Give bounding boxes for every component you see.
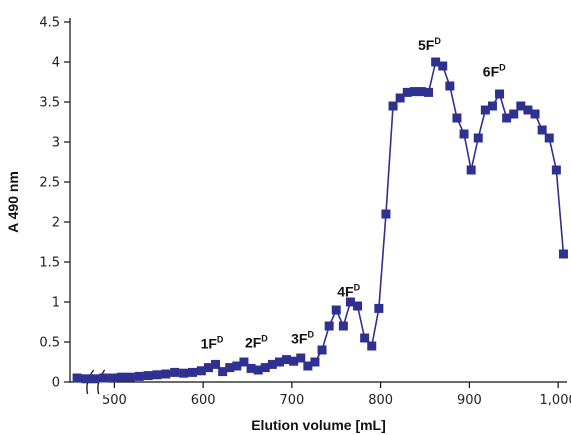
data-point: [81, 374, 90, 383]
y-axis: 0 0.5 1 1.5 2 2.5 3 3.5 4 4.5: [39, 16, 70, 391]
data-point: [117, 373, 126, 382]
data-point: [509, 110, 518, 119]
x-tick-label: 500: [102, 393, 127, 408]
data-point: [445, 82, 454, 91]
data-point: [495, 90, 504, 99]
data-point: [135, 372, 144, 381]
data-point: [310, 358, 319, 367]
peak-label: 4FD: [337, 282, 360, 299]
data-point: [296, 354, 305, 363]
y-axis-title: A 490 nm: [5, 171, 21, 233]
data-point: [325, 322, 334, 331]
data-point: [179, 369, 188, 378]
data-point: [467, 166, 476, 175]
data-point: [389, 102, 398, 111]
data-point: [538, 126, 547, 135]
data-point: [152, 370, 161, 379]
data-point: [161, 370, 170, 379]
data-point: [108, 374, 117, 383]
data-point: [318, 346, 327, 355]
y-tick-label: 4: [52, 56, 60, 71]
data-point: [332, 306, 341, 315]
data-point: [353, 302, 362, 311]
x-tick-label: 900: [457, 393, 482, 408]
x-axis: 500 600 700 800 900 1,000: [70, 382, 571, 408]
peak-label: 2FD: [245, 334, 268, 351]
data-point: [531, 110, 540, 119]
y-tick-label: 0: [52, 376, 60, 391]
data-point: [424, 88, 433, 97]
y-tick-label: 1: [52, 296, 60, 311]
peak-label: 3FD: [291, 330, 314, 347]
data-point: [126, 373, 135, 382]
y-tick-label: 3.5: [39, 96, 60, 111]
y-tick-label: 1.5: [39, 256, 60, 271]
data-point: [144, 371, 153, 380]
data-point: [381, 210, 390, 219]
data-point: [367, 342, 376, 351]
data-point: [452, 114, 461, 123]
y-tick-label: 2: [52, 216, 60, 231]
data-point: [90, 374, 99, 383]
x-tick-label: 1,000: [540, 393, 571, 408]
peak-label: 6FD: [483, 62, 506, 79]
data-points: [73, 58, 568, 384]
data-point: [460, 130, 469, 139]
data-point: [552, 166, 561, 175]
data-point: [545, 134, 554, 143]
data-point: [170, 368, 179, 377]
y-tick-label: 0.5: [39, 336, 60, 351]
data-point: [488, 102, 497, 111]
data-point: [374, 304, 383, 313]
data-point: [73, 374, 82, 383]
data-point: [474, 134, 483, 143]
y-tick-label: 4.5: [39, 16, 60, 31]
peak-label: 5FD: [418, 36, 441, 53]
y-tick-label: 2.5: [39, 176, 60, 191]
data-point: [339, 322, 348, 331]
peak-label: 1FD: [201, 334, 224, 351]
data-point: [99, 374, 108, 383]
data-point: [438, 62, 447, 71]
data-point: [559, 250, 568, 259]
x-tick-label: 800: [368, 393, 393, 408]
data-point: [360, 334, 369, 343]
y-tick-label: 3: [52, 136, 60, 151]
x-tick-label: 600: [191, 393, 216, 408]
x-tick-label: 700: [279, 393, 304, 408]
x-axis-title: Elution volume [mL]: [251, 417, 386, 433]
data-point: [188, 368, 197, 377]
